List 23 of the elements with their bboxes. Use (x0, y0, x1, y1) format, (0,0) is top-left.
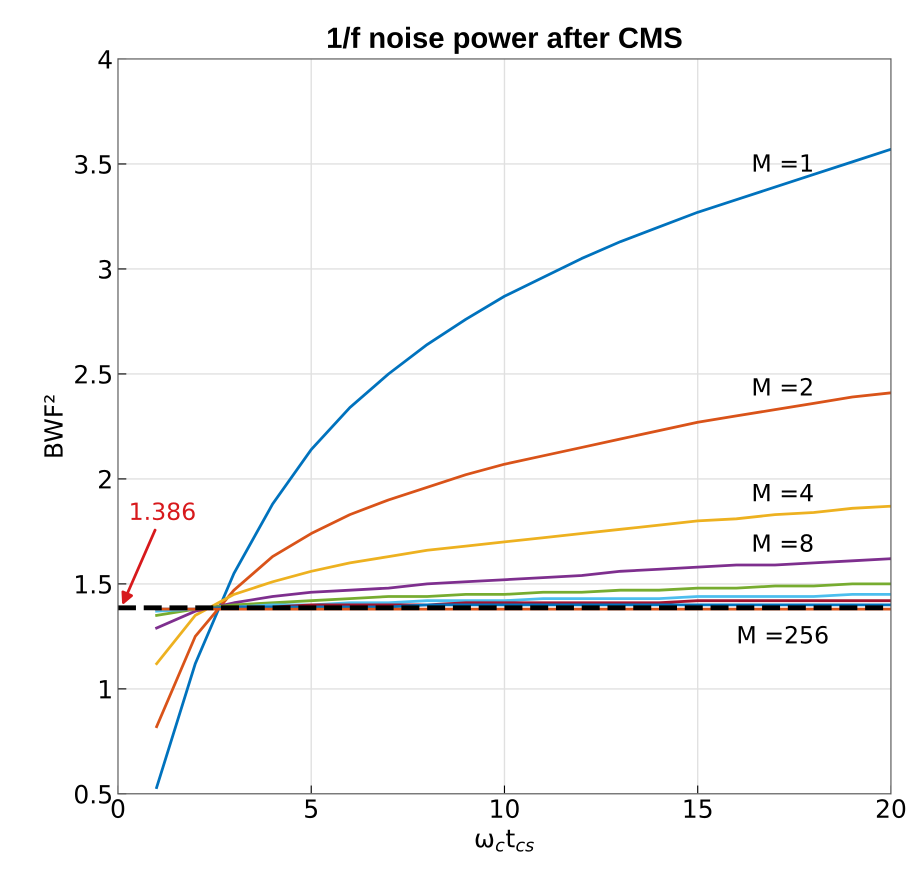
y-tick-label: 3.5 (75, 154, 111, 174)
line-series (155, 582, 891, 617)
chart-title: 1/f noise power after CMS (328, 26, 682, 54)
y-tick-label: 0.5 (75, 784, 111, 804)
series-label: M =2 (754, 378, 812, 396)
y-tick-label: 1.5 (76, 575, 111, 594)
x-tick-label: 5 (305, 799, 317, 818)
y-tick-label: 1 (100, 680, 111, 698)
y-axis-title: BWF² (44, 395, 63, 457)
x-tick-label: 0 (112, 799, 124, 818)
series-label: M =1 (754, 154, 812, 172)
series-label: M =256 (738, 626, 828, 644)
x-tick-label: 15 (684, 799, 712, 818)
y-tick-label: 4 (98, 50, 112, 68)
x-tick-label: 20 (876, 799, 906, 818)
y-tick-label: 3 (99, 260, 112, 279)
x-axis-title: ω$_{c}$t$_{cs}$ (476, 830, 534, 852)
ref-line-label: 1.386 (131, 502, 195, 520)
y-tick-label: 2.5 (75, 364, 111, 384)
x-tick-label: 10 (491, 799, 519, 818)
y-tick-label: 2 (99, 470, 111, 488)
series-label: M =4 (754, 484, 813, 502)
series-label: M =8 (754, 534, 812, 552)
